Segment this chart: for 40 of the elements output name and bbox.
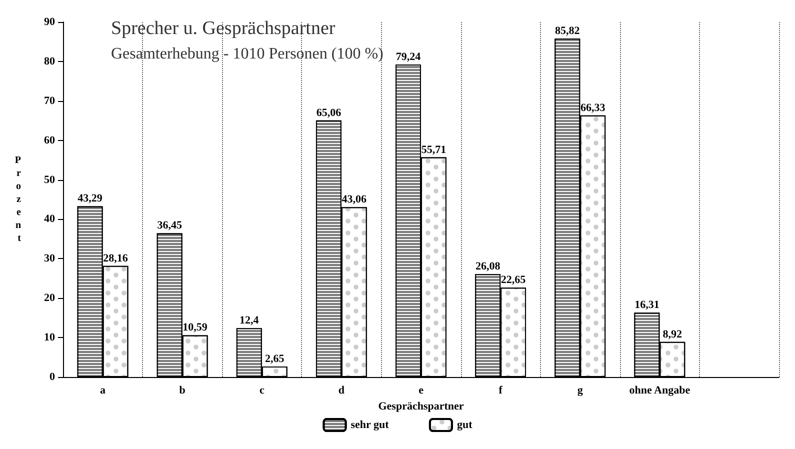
data-label: 55,71 (421, 144, 446, 156)
y-axis-title: Prozent (14, 155, 22, 244)
x-tick-label: ohne Angabe (629, 384, 690, 396)
data-label: 8,92 (662, 328, 683, 340)
y-tick-label: 40 (44, 213, 56, 226)
data-label: 85,82 (555, 24, 580, 37)
data-label: 2,65 (264, 353, 285, 366)
data-label: 66,33 (580, 102, 606, 114)
data-label: 28,16 (103, 252, 128, 264)
x-tick-label: g (577, 384, 584, 396)
x-axis-title: Gesprächspartner (378, 400, 464, 412)
x-tick-label: f (498, 384, 503, 396)
y-tick-label: 90 (44, 16, 56, 28)
x-tick-label: b (179, 384, 186, 396)
data-label: 43,29 (78, 192, 103, 205)
y-tick-label: 30 (44, 252, 56, 265)
y-tick-label: 10 (44, 332, 56, 344)
text: Gesamterhebung - 1010 Personen (100 %) (111, 46, 384, 62)
y-tick-label: 20 (44, 292, 56, 304)
data-label: 26,08 (475, 260, 501, 273)
x-tick-label: d (338, 384, 345, 396)
data-label: 43,06 (342, 194, 368, 206)
y-tick-label: 60 (44, 134, 56, 146)
chart-title: Sprecher u. Gesprächspartner (111, 18, 336, 39)
y-tick-label: 0 (50, 371, 56, 383)
legend-label: gut (456, 419, 473, 431)
data-label: 12,4 (240, 314, 260, 327)
data-label: 10,59 (182, 322, 208, 334)
legend-label: sehr gut (350, 419, 390, 431)
data-label: 22,65 (500, 274, 526, 286)
y-tick-label: 50 (44, 174, 56, 186)
x-tick-label: e (418, 384, 424, 396)
x-tick-label: a (100, 384, 106, 396)
y-tick-label: 70 (44, 94, 56, 107)
x-tick-label: c (259, 384, 264, 396)
y-tick-label: 80 (44, 55, 56, 68)
data-label: 79,24 (396, 50, 422, 63)
data-label: 36,45 (157, 220, 182, 232)
data-label: 65,06 (316, 106, 342, 119)
data-label: 16,31 (634, 299, 660, 312)
